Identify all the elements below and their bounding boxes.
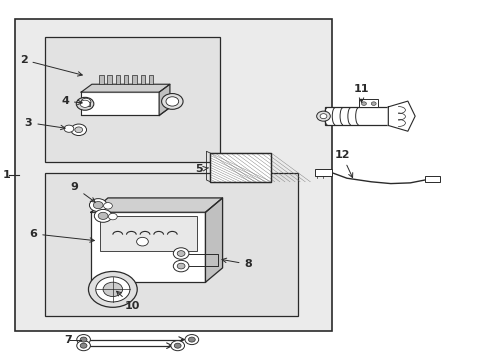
- Text: 3: 3: [25, 118, 65, 130]
- Bar: [424, 176, 439, 182]
- Bar: [325, 107, 387, 126]
- Circle shape: [77, 334, 90, 345]
- Text: 5: 5: [195, 164, 208, 174]
- Circle shape: [71, 124, 86, 135]
- Bar: [44, 37, 220, 162]
- Circle shape: [165, 97, 178, 106]
- Circle shape: [170, 341, 184, 351]
- Bar: [82, 102, 90, 107]
- Circle shape: [161, 94, 183, 109]
- Circle shape: [89, 199, 107, 212]
- Circle shape: [96, 277, 130, 302]
- Circle shape: [188, 337, 195, 342]
- Text: 10: 10: [117, 291, 140, 311]
- Circle shape: [177, 263, 184, 269]
- Text: 6: 6: [29, 229, 94, 242]
- Text: 12: 12: [334, 150, 352, 177]
- Circle shape: [75, 127, 82, 133]
- Circle shape: [174, 343, 181, 348]
- Circle shape: [80, 343, 87, 348]
- Circle shape: [77, 341, 90, 351]
- Bar: [315, 169, 331, 176]
- Circle shape: [370, 102, 375, 105]
- Bar: [210, 153, 271, 182]
- Circle shape: [101, 282, 118, 295]
- Bar: [210, 153, 271, 182]
- Text: 11: 11: [353, 84, 368, 102]
- Bar: [81, 92, 159, 116]
- Bar: [99, 75, 103, 84]
- Circle shape: [103, 203, 112, 209]
- Circle shape: [93, 202, 103, 209]
- Circle shape: [184, 334, 198, 345]
- Bar: [44, 173, 298, 316]
- Bar: [358, 99, 377, 107]
- Polygon shape: [81, 84, 169, 92]
- Polygon shape: [159, 84, 169, 116]
- Circle shape: [76, 97, 94, 110]
- Bar: [107, 75, 112, 84]
- Circle shape: [108, 213, 117, 220]
- Circle shape: [105, 286, 113, 292]
- Circle shape: [136, 237, 148, 246]
- Circle shape: [80, 337, 87, 342]
- Bar: [141, 75, 145, 84]
- Text: 1: 1: [3, 170, 11, 180]
- Circle shape: [177, 251, 184, 256]
- Polygon shape: [387, 101, 414, 131]
- Circle shape: [80, 100, 90, 107]
- Polygon shape: [205, 198, 222, 282]
- Bar: [149, 75, 153, 84]
- Bar: [132, 75, 137, 84]
- Text: 4: 4: [61, 96, 82, 106]
- Circle shape: [361, 102, 366, 105]
- Bar: [116, 75, 120, 84]
- Circle shape: [173, 248, 188, 259]
- Text: 9: 9: [71, 182, 95, 202]
- Circle shape: [98, 212, 108, 220]
- Circle shape: [320, 114, 326, 119]
- Circle shape: [88, 271, 137, 307]
- Circle shape: [95, 278, 124, 300]
- Circle shape: [316, 111, 330, 121]
- Bar: [91, 212, 205, 282]
- Circle shape: [173, 260, 188, 272]
- Bar: [100, 216, 196, 251]
- Circle shape: [103, 282, 122, 297]
- Circle shape: [81, 98, 91, 105]
- Bar: [124, 75, 128, 84]
- Polygon shape: [91, 198, 222, 212]
- Circle shape: [94, 210, 112, 222]
- Text: 8: 8: [222, 258, 252, 269]
- Text: 2: 2: [20, 55, 82, 76]
- Text: 7: 7: [64, 334, 72, 345]
- Bar: [15, 19, 331, 330]
- Circle shape: [64, 125, 74, 132]
